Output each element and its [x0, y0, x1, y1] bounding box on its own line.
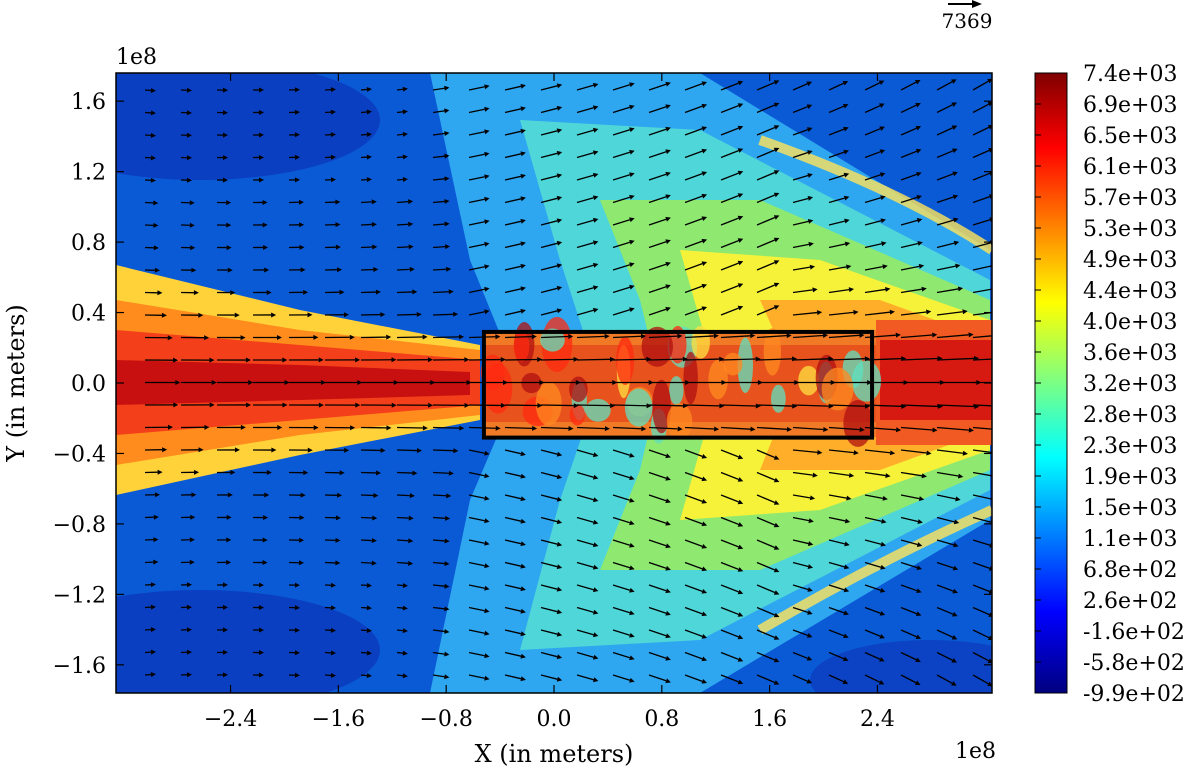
- colorbar-label: 4.9e+03: [1083, 248, 1177, 273]
- contour-field: [20, 60, 1050, 720]
- x-tick-label: −2.4: [204, 707, 257, 732]
- y-tick-label: 0.8: [71, 231, 106, 256]
- colorbar-label: 6.5e+03: [1083, 124, 1177, 149]
- y-tick-label: −0.8: [53, 513, 106, 538]
- colorbar-label: 4.0e+03: [1083, 310, 1177, 335]
- colorbar-label: 2.3e+03: [1083, 434, 1177, 459]
- x-tick-label: −0.8: [419, 707, 472, 732]
- x-tick-label: −1.6: [312, 707, 365, 732]
- colorbar-label: 4.4e+03: [1083, 279, 1177, 304]
- colorbar-label: 5.3e+03: [1083, 217, 1177, 242]
- y-tick-label: 1.6: [71, 90, 106, 115]
- colorbar: 7.4e+03 6.9e+03 6.5e+03 6.1e+03 5.7e+03 5.3e+…: [1035, 62, 1185, 707]
- colorbar-label: 1.5e+03: [1083, 496, 1177, 521]
- colorbar-label: 2.6e+02: [1083, 589, 1177, 614]
- colorbar-label: 2.8e+03: [1083, 403, 1177, 428]
- colorbar-label: -5.8e+02: [1083, 651, 1185, 676]
- colorbar-label: 3.6e+03: [1083, 341, 1177, 366]
- quiver-key-label: 7369: [942, 9, 993, 33]
- colorbar-label: 6.1e+03: [1083, 155, 1177, 180]
- colorbar-label: 1.1e+03: [1083, 527, 1177, 552]
- y-tick-label: −0.4: [53, 442, 106, 467]
- y-tick-label: 0.4: [71, 302, 106, 327]
- y-tick-label: 1.2: [71, 161, 106, 186]
- colorbar-label: 3.2e+03: [1083, 372, 1177, 397]
- y-tick-label: −1.6: [53, 654, 106, 679]
- colorbar-label: 6.8e+02: [1083, 558, 1177, 583]
- colorbar-label: -1.6e+02: [1083, 620, 1185, 645]
- colorbar-label: 1.9e+03: [1083, 465, 1177, 490]
- quiver-key: 7369: [942, 0, 993, 33]
- y-axis-label: Y (in meters): [2, 304, 30, 463]
- x-tick-label: 2.4: [860, 707, 895, 732]
- x-tick-label: 1.6: [752, 707, 787, 732]
- colorbar-label: 5.7e+03: [1083, 186, 1177, 211]
- x-tick-label: 0.8: [644, 707, 679, 732]
- y-tick-label: 0.0: [71, 372, 106, 397]
- colorbar-label: -9.9e+02: [1083, 682, 1185, 707]
- y-multiplier: 1e8: [116, 45, 157, 70]
- colorbar-label: 7.4e+03: [1083, 62, 1177, 87]
- x-multiplier: 1e8: [955, 739, 996, 764]
- y-tick-label: −1.2: [53, 583, 106, 608]
- colorbar-label: 6.9e+03: [1083, 93, 1177, 118]
- x-tick-label: 0.0: [537, 707, 572, 732]
- x-axis-label: X (in meters): [475, 740, 634, 768]
